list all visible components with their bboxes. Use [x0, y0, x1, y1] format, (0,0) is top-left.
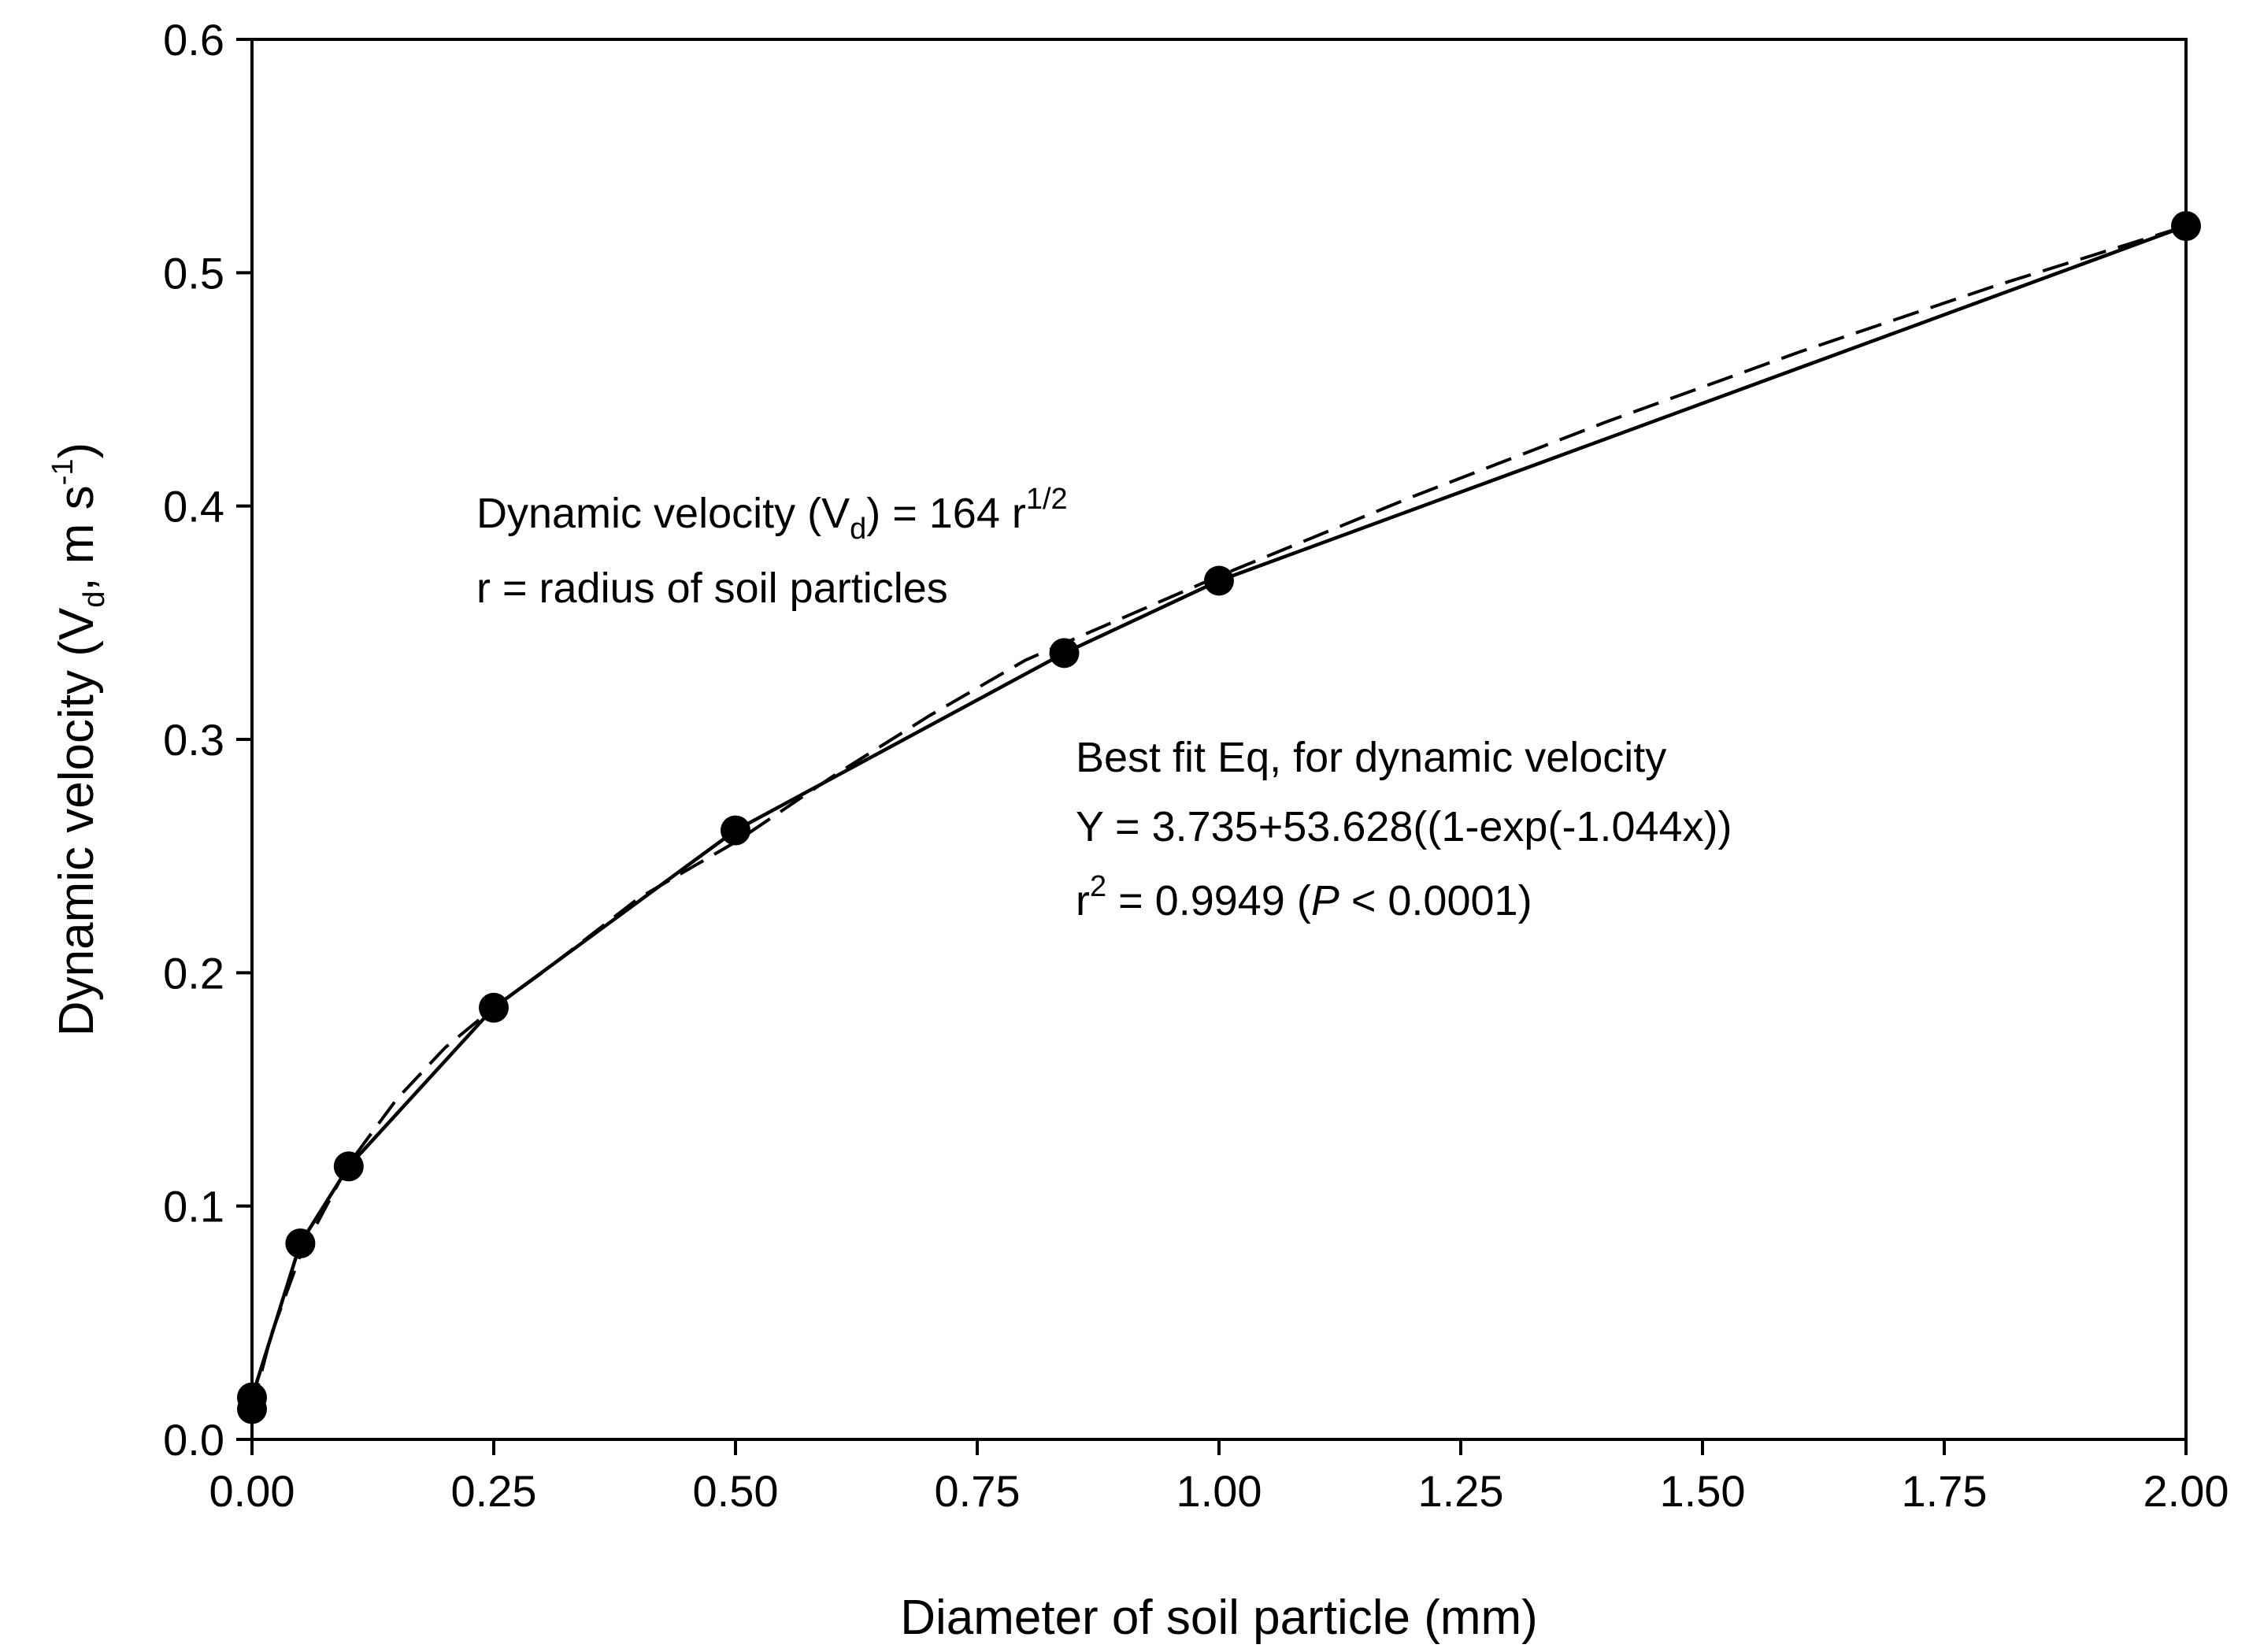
x-tick-label: 1.50 [1660, 1466, 1746, 1516]
data-point [237, 1382, 267, 1413]
x-axis-title: Diameter of soil particle (mm) [900, 1591, 1538, 1645]
data-point [333, 1151, 364, 1182]
y-axis-title-sub: d [78, 591, 111, 608]
data-point [285, 1228, 316, 1259]
annotation-eq1-prefix: Dynamic velocity (V [476, 490, 850, 537]
annotation-eq1: Dynamic velocity (Vd) = 164 r1/2 [476, 483, 1068, 546]
annotation-eq1-sub: d [850, 513, 866, 546]
data-point [479, 992, 509, 1023]
x-tick-label: 1.25 [1418, 1466, 1504, 1516]
y-tick-label: 0.3 [163, 715, 224, 765]
y-tick-label: 0.5 [163, 248, 224, 298]
y-axis-title-middle: , m s [50, 485, 104, 591]
y-tick-label: 0.0 [163, 1415, 224, 1465]
series-layer [237, 211, 2201, 1424]
x-tick-label: 1.75 [1902, 1466, 1988, 1516]
annotation-fit-r2-middle: = 0.9949 ( [1106, 877, 1311, 924]
annotation-fit-eq: Y = 3.735+53.628((1-exp(-1.044x)) [1076, 803, 1732, 850]
x-axis-ticks: 0.00 0.25 0.50 0.75 1.00 1.25 1.50 1.75 2.00 [209, 1439, 2229, 1516]
y-axis-title-sup: -1 [46, 459, 80, 486]
annotation-fit-r2: r2 = 0.9949 (P < 0.0001) [1076, 870, 1532, 924]
y-tick-label: 0.6 [163, 15, 224, 65]
annotation-fit-r2-r: r [1076, 877, 1090, 924]
y-axis-ticks: 0.0 0.1 0.2 0.3 0.4 0.5 0.6 [163, 15, 252, 1465]
x-tick-label: 0.00 [209, 1466, 295, 1516]
data-point [2171, 211, 2201, 242]
annotation-eq1-note: r = radius of soil particles [476, 565, 948, 612]
x-tick-label: 1.00 [1176, 1466, 1262, 1516]
annotation-eq1-sup: 1/2 [1026, 483, 1068, 516]
series-best-fit-line [250, 224, 2187, 1409]
data-point [721, 815, 750, 846]
annotation-fit-r2-suffix: < 0.0001) [1339, 877, 1532, 924]
annotation-fit-r2-sup: 2 [1090, 870, 1106, 903]
y-tick-label: 0.4 [163, 482, 224, 532]
y-tick-label: 0.2 [163, 948, 224, 998]
x-tick-label: 2.00 [2143, 1466, 2229, 1516]
annotation-eq1-middle: ) = 164 r [866, 490, 1026, 537]
x-tick-label: 0.25 [451, 1466, 537, 1516]
data-point [1049, 638, 1080, 669]
data-point [1204, 565, 1234, 596]
annotation-fit-r2-p: P [1311, 877, 1339, 924]
y-tick-label: 0.1 [163, 1182, 224, 1232]
x-tick-label: 0.75 [935, 1466, 1021, 1516]
y-axis-title-prefix: Dynamic velocity (V [50, 607, 104, 1036]
x-tick-label: 0.50 [693, 1466, 779, 1516]
annotation-fit-title: Best fit Eq, for dynamic velocity [1076, 734, 1666, 781]
y-axis-title: Dynamic velocity (Vd, m s-1) [46, 443, 111, 1036]
y-axis-title-suffix: ) [50, 443, 104, 459]
